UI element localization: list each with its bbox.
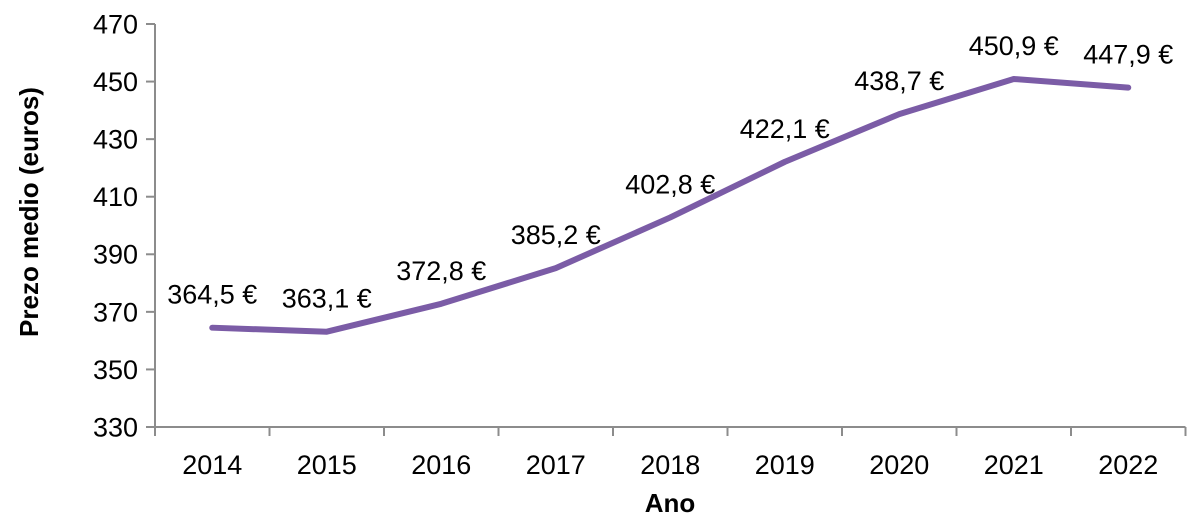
y-tick-label: 350: [93, 355, 138, 385]
y-tick-label: 370: [93, 297, 138, 327]
x-tick-label: 2014: [182, 450, 242, 480]
x-tick-label: 2019: [755, 450, 815, 480]
plot-area: 330 350 370 390 410 430 450 470 2014 2015 2016 2017…: [93, 9, 1187, 480]
data-label: 363,1 €: [282, 284, 372, 314]
x-tick-label: 2017: [526, 450, 586, 480]
price-line-series: [209, 75, 1132, 335]
data-label: 385,2 €: [511, 220, 601, 250]
x-tick-label: 2020: [869, 450, 929, 480]
x-tick-label: 2015: [297, 450, 357, 480]
y-tick-label: 330: [93, 412, 138, 442]
y-tick-label: 470: [93, 9, 138, 39]
x-axis-title: Ano: [645, 488, 696, 518]
y-tick-label: 450: [93, 67, 138, 97]
y-axis-title: Prezo medio (euros): [14, 87, 44, 337]
x-tick-label: 2018: [640, 450, 700, 480]
y-tick-label: 430: [93, 125, 138, 155]
data-label: 447,9 €: [1083, 40, 1173, 70]
x-tick-label: 2022: [1098, 450, 1158, 480]
data-label: 364,5 €: [167, 280, 257, 310]
y-tick-label: 390: [93, 240, 138, 270]
data-label: 450,9 €: [969, 31, 1059, 61]
data-label: 372,8 €: [396, 256, 486, 286]
y-tick-label: 410: [93, 182, 138, 212]
data-label: 438,7 €: [854, 66, 944, 96]
data-label: 402,8 €: [625, 169, 715, 199]
x-tick-label: 2021: [984, 450, 1044, 480]
data-label: 422,1 €: [740, 114, 830, 144]
x-tick-label: 2016: [411, 450, 471, 480]
